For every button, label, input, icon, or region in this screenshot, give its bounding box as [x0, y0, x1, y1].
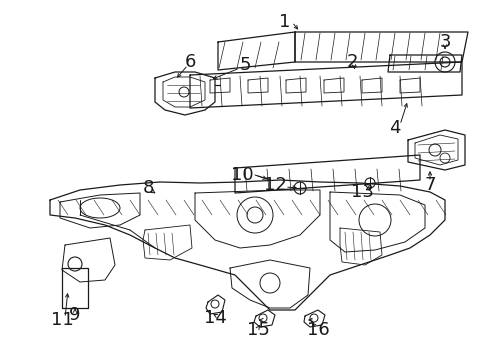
Text: 7: 7: [424, 176, 435, 194]
Text: 5: 5: [239, 56, 250, 74]
Text: 1: 1: [279, 13, 290, 31]
Text: 4: 4: [388, 119, 400, 137]
Text: 11: 11: [51, 311, 73, 329]
Text: 15: 15: [246, 321, 269, 339]
Text: 14: 14: [203, 309, 226, 327]
Text: 8: 8: [142, 179, 153, 197]
Text: 9: 9: [69, 306, 81, 324]
Text: 3: 3: [438, 33, 450, 51]
Text: 2: 2: [346, 53, 357, 71]
Text: 6: 6: [184, 53, 195, 71]
Text: 10: 10: [230, 166, 253, 184]
Text: 13: 13: [350, 183, 373, 201]
Text: 12: 12: [263, 176, 286, 194]
Text: 16: 16: [306, 321, 329, 339]
